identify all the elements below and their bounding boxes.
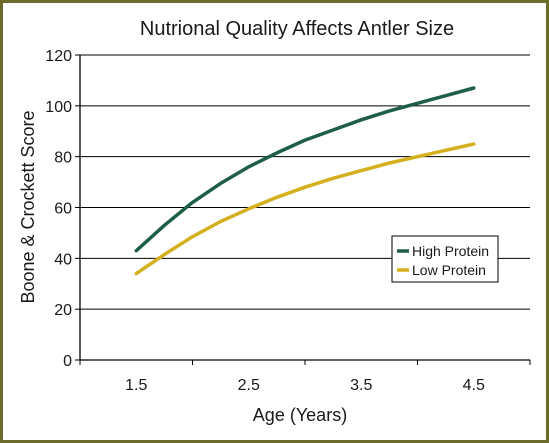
series-lines [134,86,476,276]
y-tick-label: 60 [54,201,72,218]
legend-box [391,235,499,283]
legend-label: High Protein [412,243,489,259]
series-line [134,86,476,253]
y-tick-label: 40 [54,251,72,268]
chart-title: Nutrional Quality Affects Antler Size [140,18,454,40]
x-tick-label: 3.5 [350,377,372,394]
y-tick-label: 0 [63,353,72,370]
x-tick-label: 4.5 [463,377,485,394]
series-line [134,142,476,276]
y-tick-label: 20 [54,302,72,319]
y-axis-label: Boone & Crockett Score [18,110,38,303]
tick-labels: 0 20 40 60 80 100 120 1.5 2.5 3.5 4.5 [45,48,485,394]
x-tick-label: 1.5 [125,377,147,394]
x-axis-label: Age (Years) [253,405,347,425]
y-tick-label: 100 [45,99,72,116]
legend-label: Low Protein [412,262,486,278]
y-tick-label: 120 [45,48,72,65]
axes [75,54,531,365]
legend: High Protein Low Protein [391,235,499,283]
x-tick-label: 2.5 [238,377,260,394]
y-tick-label: 80 [54,150,72,167]
